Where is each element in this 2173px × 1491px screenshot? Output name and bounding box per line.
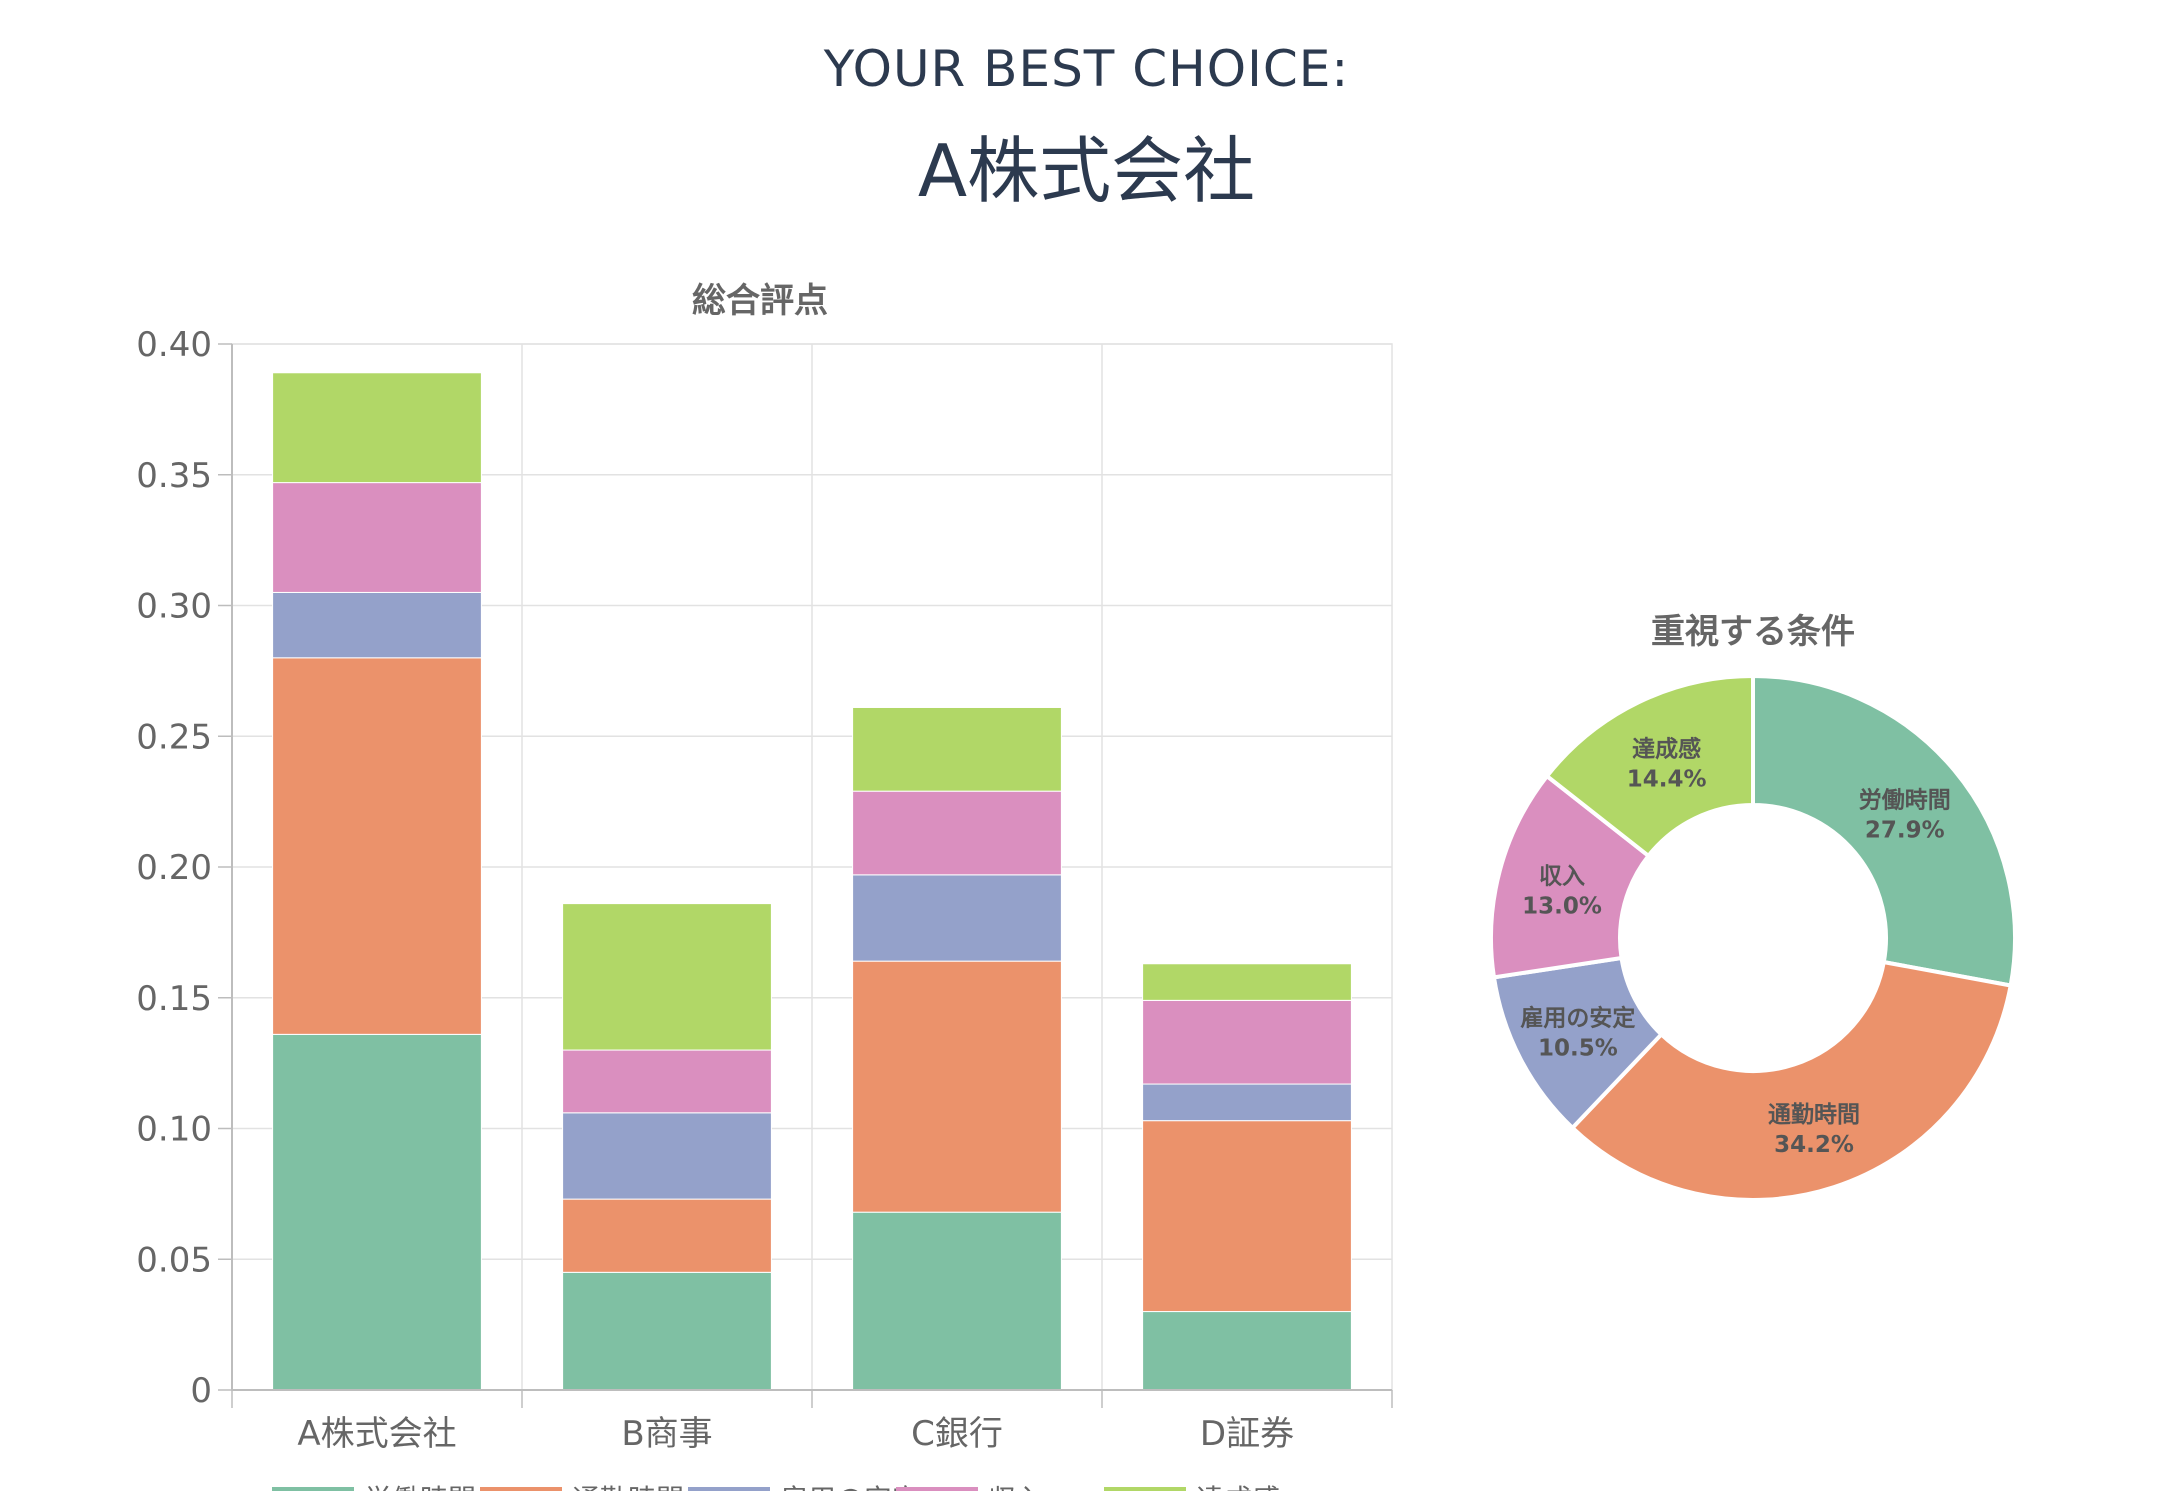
x-tick-label: D証券 (1200, 1414, 1294, 1454)
bar-segment[interactable] (1142, 1311, 1352, 1391)
donut-slice[interactable] (1569, 959, 2013, 1202)
x-tick-label: C銀行 (911, 1414, 1003, 1454)
bar-segment[interactable] (272, 591, 482, 659)
bar-segment[interactable] (852, 874, 1062, 962)
bar-chart-legend[interactable]: 労働時間 通勤時間 雇用の安定 収入 達成感 (272, 1483, 1280, 1491)
legend-swatch (272, 1487, 354, 1491)
bar-segment[interactable] (272, 372, 482, 484)
y-tick-label: 0.10 (136, 1110, 212, 1150)
y-tick-label: 0 (190, 1371, 212, 1411)
y-tick-label: 0.25 (136, 717, 212, 757)
bar-segment[interactable] (1142, 999, 1352, 1085)
bar-chart-axes: 0 0.05 0.10 0.15 0.20 0.25 0.30 0.35 0.40 A株式会社 B商… (136, 325, 1393, 1454)
donut-slice[interactable] (1751, 673, 2017, 988)
y-tick-label: 0.30 (136, 587, 212, 627)
slice-name-label: 通勤時間 (1768, 1102, 1860, 1128)
donut-slice[interactable] (1544, 673, 1755, 859)
legend-label: 収入 (988, 1483, 1044, 1491)
bar-segment[interactable] (272, 482, 482, 593)
bar-segment[interactable] (852, 706, 1062, 792)
bar-chart-title: 総合評点 (692, 281, 828, 321)
bar-segment[interactable] (562, 1198, 772, 1273)
donut-chart-title: 重視する条件 (1651, 612, 1855, 652)
bar-segment[interactable] (852, 960, 1062, 1213)
y-tick-label: 0.15 (136, 979, 212, 1019)
bar-segment[interactable] (562, 1112, 772, 1200)
bar-segment[interactable] (272, 1033, 482, 1391)
bar-segment[interactable] (852, 790, 1062, 876)
bar-segment[interactable] (562, 1049, 772, 1114)
y-tick-label: 0.20 (136, 848, 212, 888)
donut-chart: 労働時間 27.9% 通勤時間 34.2% 雇用の安定 10.5% 収入 13.0% 達成感 14… (1488, 673, 2017, 1202)
legend-swatch (480, 1487, 562, 1491)
legend-label: 労働時間 (364, 1483, 476, 1491)
legend-item[interactable]: 達成感 (1104, 1483, 1280, 1491)
bar-segment[interactable] (272, 657, 482, 1035)
slice-name-label: 達成感 (1632, 735, 1701, 762)
x-tick-label: B商事 (621, 1414, 712, 1454)
bar-segment[interactable] (1142, 1120, 1352, 1313)
bar-segment[interactable] (562, 1271, 772, 1391)
legend-swatch (896, 1487, 978, 1491)
legend-item[interactable]: 雇用の安定 (688, 1483, 920, 1491)
legend-label: 通勤時間 (572, 1483, 684, 1491)
slice-name-label: 収入 (1539, 864, 1585, 890)
y-tick-label: 0.05 (136, 1240, 212, 1280)
slice-percent-label: 14.4% (1627, 766, 1707, 792)
best-choice-title: A株式会社 (917, 129, 1256, 213)
legend-item[interactable]: 通勤時間 (480, 1483, 684, 1491)
bar-chart-bars (272, 372, 1352, 1391)
slice-percent-label: 27.9% (1865, 818, 1945, 844)
slice-percent-label: 13.0% (1522, 894, 1602, 920)
slice-percent-label: 34.2% (1774, 1132, 1854, 1158)
bar-segment[interactable] (852, 1211, 1062, 1391)
legend-label: 達成感 (1196, 1483, 1280, 1491)
bar-segment[interactable] (562, 903, 772, 1051)
legend-label: 雇用の安定 (780, 1483, 920, 1491)
slice-name-label: 労働時間 (1859, 787, 1951, 814)
legend-swatch (688, 1487, 770, 1491)
slice-name-label: 雇用の安定 (1520, 1004, 1635, 1031)
x-tick-label: A株式会社 (297, 1414, 456, 1454)
slice-percent-label: 10.5% (1538, 1035, 1618, 1061)
legend-item[interactable]: 収入 (896, 1483, 1044, 1491)
bar-segment[interactable] (1142, 963, 1352, 1001)
y-tick-label: 0.35 (136, 456, 212, 496)
header-subtitle: YOUR BEST CHOICE: (823, 40, 1350, 98)
y-tick-label: 0.40 (136, 325, 212, 365)
legend-item[interactable]: 労働時間 (272, 1483, 476, 1491)
legend-swatch (1104, 1487, 1186, 1491)
bar-segment[interactable] (1142, 1083, 1352, 1122)
